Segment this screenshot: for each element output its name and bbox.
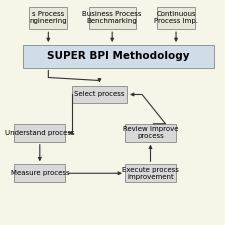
Text: s Process
ngineering: s Process ngineering [29,11,67,25]
FancyBboxPatch shape [14,124,65,142]
FancyBboxPatch shape [23,45,214,68]
FancyBboxPatch shape [29,7,68,29]
Text: Business Process
Benchmarking: Business Process Benchmarking [82,11,142,25]
Text: Execute process
improvement: Execute process improvement [122,167,179,180]
Text: Review improve
process: Review improve process [123,126,178,139]
FancyBboxPatch shape [14,164,65,182]
Text: Select process: Select process [74,92,125,97]
FancyBboxPatch shape [157,7,195,29]
FancyBboxPatch shape [125,124,176,142]
Text: Continuous
Process Imp.: Continuous Process Imp. [154,11,198,25]
FancyBboxPatch shape [72,86,127,104]
Text: SUPER BPI Methodology: SUPER BPI Methodology [47,51,190,61]
Text: Measure process: Measure process [11,170,69,176]
FancyBboxPatch shape [125,164,176,182]
FancyBboxPatch shape [89,7,136,29]
Text: Understand process: Understand process [5,130,75,136]
